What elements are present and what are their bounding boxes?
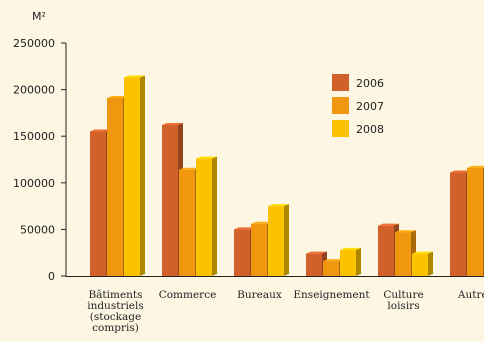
bar-2007	[467, 167, 483, 276]
legend-label: 2006	[356, 77, 384, 90]
bar-2008	[340, 249, 356, 276]
bar-2006	[162, 125, 178, 277]
bar-2007	[107, 97, 123, 276]
legend-swatch-2006	[332, 74, 349, 91]
legend-swatch-2007	[332, 97, 349, 114]
bar-side-2008	[356, 247, 361, 276]
x-tick-label: compris)	[92, 322, 139, 334]
bar-2006	[90, 131, 106, 276]
y-tick-label: 200000	[13, 84, 55, 97]
bar-top-2008	[196, 156, 217, 159]
x-tick-label: Autres	[457, 289, 484, 301]
legend-swatch-2008	[332, 120, 349, 137]
bars-group	[90, 75, 484, 277]
x-tick-label: (stockage	[90, 311, 141, 323]
bar-2007	[395, 232, 411, 276]
y-tick-label: 150000	[13, 130, 55, 143]
bar-top-2006	[378, 223, 399, 226]
y-tick-label: 250000	[13, 37, 55, 50]
bar-side-2008	[212, 156, 217, 276]
legend: 2006 2007 2008	[332, 74, 384, 137]
bar-top-2008	[124, 75, 145, 78]
bar-top-2006	[234, 227, 255, 230]
y-unit-label: M²	[32, 10, 46, 23]
bar-top-2007	[467, 165, 484, 168]
x-tick-label: Culture	[383, 289, 423, 301]
bar-2008	[196, 158, 212, 276]
bar-2006	[450, 172, 466, 276]
y-tick-group: 0 50000 100000 150000 200000 250000	[13, 37, 66, 283]
bar-top-2008	[412, 251, 433, 254]
bar-2006	[234, 229, 250, 276]
bar-side-2008	[284, 204, 289, 276]
y-tick-label: 0	[48, 270, 55, 283]
bar-2007	[251, 223, 267, 276]
bar-top-2008	[340, 247, 361, 250]
bar-top-2008	[268, 204, 289, 207]
bar-2007	[323, 261, 339, 276]
bar-top-2007	[395, 230, 416, 233]
bar-top-2007	[107, 95, 128, 98]
bar-top-2006	[450, 170, 471, 173]
x-tick-label: Enseignement	[293, 289, 370, 301]
bar-side-2008	[140, 75, 145, 276]
x-tick-label: Commerce	[159, 289, 217, 301]
bar-top-2006	[162, 123, 183, 126]
x-tick-label: Bureaux	[237, 289, 282, 301]
legend-label: 2007	[356, 100, 384, 113]
y-tick-label: 50000	[20, 223, 55, 236]
x-tick-label: industriels	[87, 300, 144, 312]
bar-2008	[124, 77, 140, 276]
bar-top-2006	[90, 129, 111, 132]
bar-side-2008	[428, 251, 433, 276]
bar-2008	[268, 206, 284, 276]
bar-2007	[179, 169, 195, 276]
bar-2006	[306, 253, 322, 276]
bar-top-2007	[323, 259, 344, 262]
bar-top-2007	[179, 167, 200, 170]
legend-label: 2008	[356, 123, 384, 136]
bar-top-2007	[251, 221, 272, 224]
bar-top-2006	[306, 251, 327, 254]
bar-2006	[378, 225, 394, 276]
x-tick-label: loisirs	[387, 300, 419, 312]
bar-2008	[412, 253, 428, 276]
x-tick-label: Bâtiments	[88, 289, 142, 301]
y-tick-label: 100000	[13, 177, 55, 190]
